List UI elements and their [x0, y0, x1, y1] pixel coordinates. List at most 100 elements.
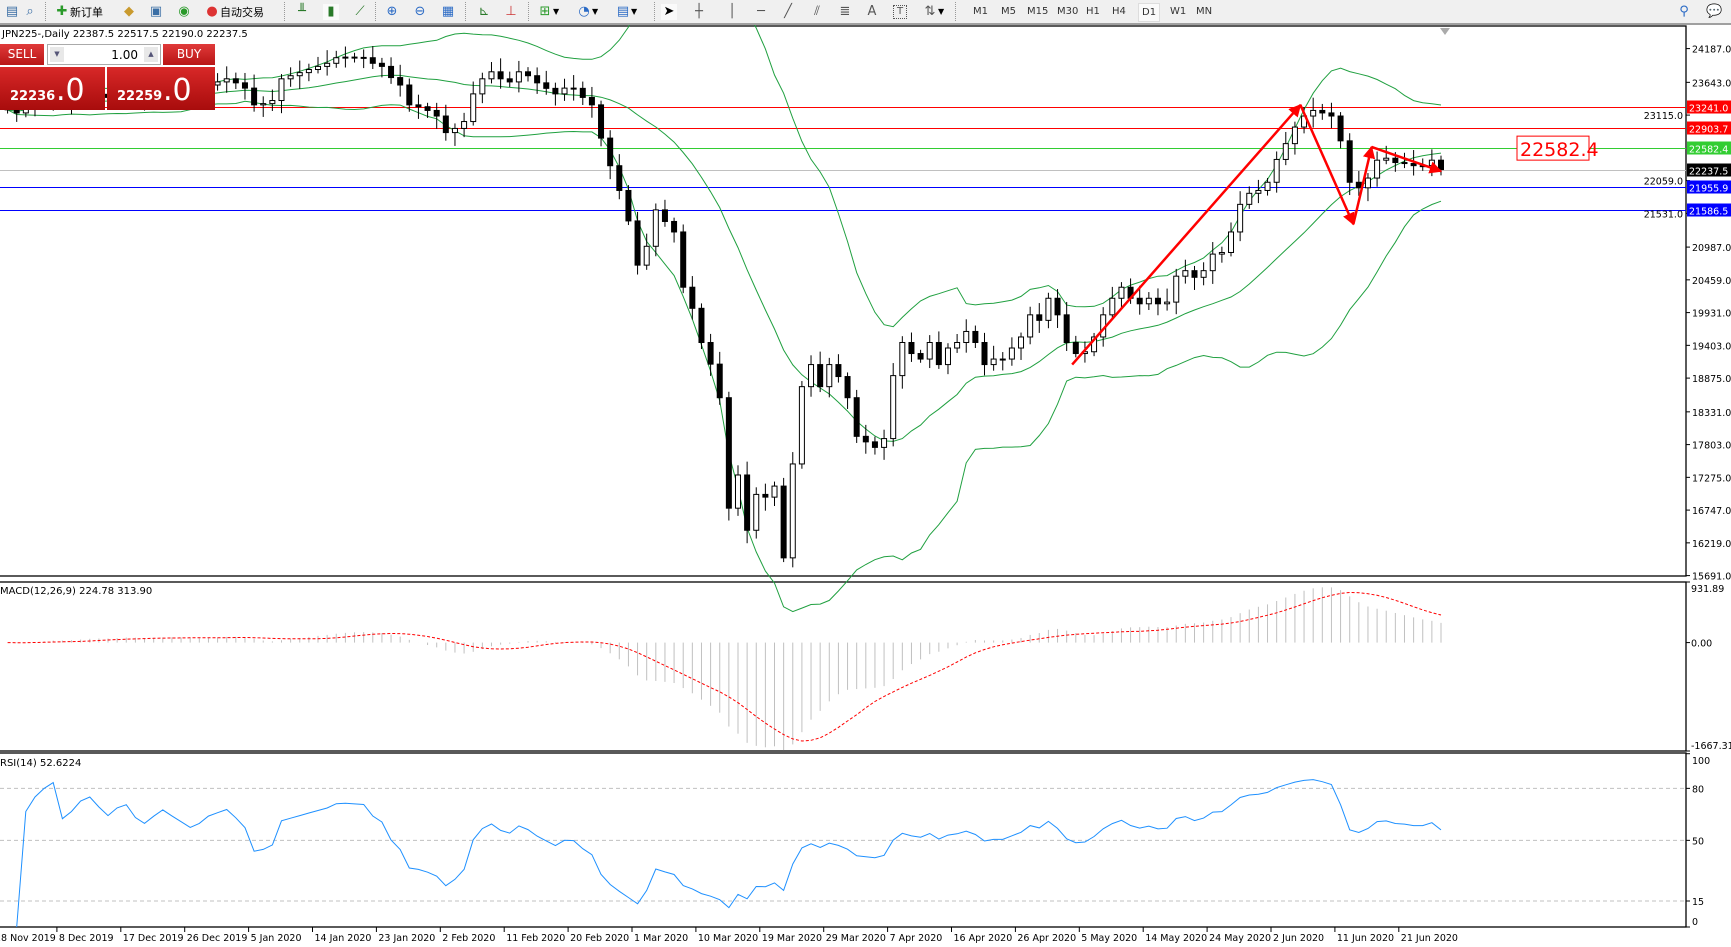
window-icon: ▤ — [5, 3, 19, 19]
bull-candle — [990, 358, 997, 366]
zoom-out-button[interactable]: ⊖ — [412, 2, 428, 21]
date-tick-label: 26 Dec 2019 — [187, 933, 248, 944]
sell-price-button[interactable]: 22236 .0 — [0, 67, 105, 110]
bear-candle — [1036, 314, 1043, 321]
auto-trading-label: 自动交易 — [220, 5, 264, 19]
zigzag-segment[interactable] — [1352, 145, 1376, 225]
vertical-line-button[interactable]: │ — [724, 2, 740, 21]
market-watch-button[interactable]: ◆ — [121, 2, 137, 21]
bull-candle — [287, 75, 294, 80]
zigzag-segment[interactable] — [1371, 145, 1443, 174]
bear-candle — [415, 104, 422, 108]
signals-button[interactable]: ◉ — [176, 2, 192, 21]
bear-candle — [1438, 159, 1444, 171]
auto-scroll-button[interactable]: ⊾ — [476, 2, 492, 21]
navigator-button[interactable]: ▣ — [148, 2, 164, 21]
date-tick-label: 7 Apr 2020 — [890, 933, 943, 944]
lot-increase-button[interactable]: ▲ — [144, 47, 158, 62]
price-level-label: 22903.7 — [1689, 125, 1728, 136]
date-tick-label: 24 May 2020 — [1209, 933, 1271, 944]
bear-candle — [625, 189, 632, 222]
bear-candle — [853, 397, 860, 437]
date-tick-label: 21 Jun 2020 — [1401, 933, 1458, 944]
dropdown-arrow-icon: ▼ — [631, 7, 638, 16]
date-tick-label: 5 Jan 2020 — [251, 933, 302, 944]
text-label-button[interactable]: T — [893, 2, 907, 21]
timeframe-m5[interactable]: M5 — [1001, 6, 1016, 17]
zoom-in-button[interactable]: ⊕ — [384, 2, 400, 21]
zigzag-segment[interactable] — [1071, 103, 1302, 366]
bear-candle — [442, 115, 449, 134]
axes: 24187.0 23643.0 23115.0 22059.0 21531.0 20987… — [0, 45, 1731, 944]
rsi-line — [16, 779, 1442, 928]
zigzag-segment[interactable] — [1299, 104, 1355, 226]
new-order-button[interactable]: ✚ 新订单 — [54, 2, 103, 21]
bull-candle — [1145, 297, 1152, 305]
tile-windows-button[interactable]: ▦ — [440, 2, 456, 21]
arrows-button[interactable]: ⇅ ▼ — [922, 2, 945, 21]
auto-trading-button[interactable]: ● 自动交易 — [204, 2, 264, 21]
bear-candle — [671, 220, 678, 233]
lot-decrease-button[interactable]: ▼ — [50, 47, 64, 62]
date-tick-label: 23 Jan 2020 — [378, 933, 435, 944]
search-button[interactable]: ⚲ — [1676, 2, 1692, 21]
navigator-icon: ▣ — [149, 3, 163, 19]
buy-button[interactable]: BUY — [163, 44, 215, 65]
timeframe-m15[interactable]: M15 — [1027, 6, 1049, 17]
bull-candle — [488, 71, 495, 80]
text-button[interactable]: A — [864, 2, 880, 21]
text-label-box[interactable] — [1516, 135, 1590, 161]
timeframe-h4[interactable]: H4 — [1112, 6, 1126, 17]
price-level-badge — [1687, 180, 1731, 194]
price-tick-label: 20459.0 — [1692, 276, 1731, 287]
horizontal-line-button[interactable]: ─ — [753, 2, 769, 21]
crosshair-button[interactable]: ┼ — [691, 2, 707, 21]
timeframe-w1[interactable]: W1 — [1170, 6, 1187, 17]
trendline-button[interactable]: ╱ — [780, 2, 796, 21]
bull-candle — [1118, 286, 1125, 299]
date-tick-label: 14 Jan 2020 — [315, 933, 372, 944]
buy-price-button[interactable]: 22259 .0 — [107, 67, 215, 110]
bull-candle — [1018, 336, 1025, 349]
sell-button[interactable]: SELL — [0, 44, 44, 65]
candle-chart-button[interactable]: ▮ — [323, 2, 339, 21]
bear-candle — [607, 137, 614, 167]
timeframe-mn[interactable]: MN — [1196, 6, 1213, 17]
zigzag-drawing[interactable] — [1071, 103, 1443, 366]
chart-window-button[interactable]: ▤ — [4, 2, 20, 21]
lot-size-input[interactable]: ▼ 1.00 ▲ — [47, 44, 161, 65]
line-chart-button[interactable]: ⟋ — [352, 2, 368, 21]
bear-candle — [369, 57, 376, 64]
bear-candle — [1072, 341, 1079, 355]
bear-candle — [406, 84, 413, 106]
price-tick-label: 16219.0 — [1692, 539, 1731, 550]
trendline-icon: ╱ — [784, 3, 792, 19]
fibonacci-button[interactable]: ≣ — [837, 2, 853, 21]
periods-button[interactable]: ◔ ▼ — [576, 2, 598, 21]
date-tick-label: 2 Jun 2020 — [1273, 933, 1324, 944]
bull-candle — [1200, 270, 1207, 278]
chart-shift-marker[interactable] — [1440, 28, 1450, 35]
price-tick-label: 20987.0 — [1692, 243, 1731, 254]
equidistant-channel-button[interactable]: ⫽ — [809, 2, 825, 21]
timeframe-d1[interactable]: D1 — [1138, 3, 1161, 22]
gold-icon: ◆ — [124, 3, 134, 19]
date-tick-label: 16 Apr 2020 — [954, 933, 1013, 944]
chart-shift-button[interactable]: ⊥ — [503, 2, 519, 21]
bull-candle — [1246, 192, 1253, 205]
history-button[interactable]: ⌕ — [22, 2, 38, 21]
date-tick-label: 1 Mar 2020 — [634, 933, 688, 944]
bear-candle — [579, 87, 586, 98]
timeframe-m1[interactable]: M1 — [973, 6, 988, 17]
bar-chart-button[interactable]: ╨ — [294, 2, 310, 21]
bear-candle — [744, 474, 751, 531]
signal-icon: ◉ — [178, 3, 190, 19]
indicators-button[interactable]: ⊞ ▼ — [537, 2, 560, 21]
timeframe-h1[interactable]: H1 — [1086, 6, 1100, 17]
community-button[interactable]: 💬 — [1706, 2, 1722, 21]
bull-candle — [515, 71, 522, 83]
timeframe-m30[interactable]: M30 — [1057, 6, 1079, 17]
templates-button[interactable]: ▤ ▼ — [615, 2, 637, 21]
cursor-button[interactable]: ➤ — [661, 2, 677, 21]
